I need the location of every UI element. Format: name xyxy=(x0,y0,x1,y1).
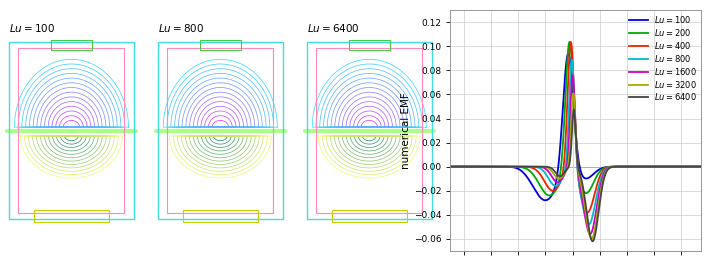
Bar xyxy=(51,40,92,50)
Bar xyxy=(200,40,240,50)
Bar xyxy=(183,210,257,222)
Text: $Lu = 100$: $Lu = 100$ xyxy=(9,22,55,34)
Bar xyxy=(18,48,124,213)
Y-axis label: numerical EMF: numerical EMF xyxy=(401,92,411,169)
Bar xyxy=(167,48,274,213)
Text: $Lu = 6400$: $Lu = 6400$ xyxy=(307,22,360,34)
Bar xyxy=(349,40,390,50)
Bar xyxy=(332,210,407,222)
Bar xyxy=(34,210,109,222)
Bar xyxy=(317,48,422,213)
Text: $Lu = 800$: $Lu = 800$ xyxy=(158,22,204,34)
Legend: $Lu = 100$, $Lu = 200$, $Lu = 400$, $Lu = 800$, $Lu = 1600$, $Lu = 3200$, $Lu = : $Lu = 100$, $Lu = 200$, $Lu = 400$, $Lu … xyxy=(627,13,699,104)
